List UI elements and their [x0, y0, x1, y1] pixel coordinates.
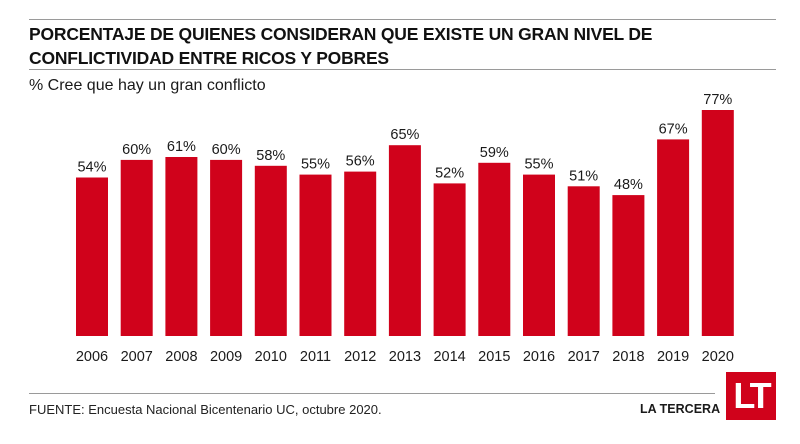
x-tick-label-2012: 2012: [344, 349, 376, 365]
x-tick-label-2018: 2018: [612, 349, 644, 365]
x-tick-label-2014: 2014: [433, 349, 465, 365]
x-tick-label-2007: 2007: [121, 349, 153, 365]
bar-2012: [344, 171, 377, 336]
value-label-2009: 60%: [212, 142, 241, 158]
x-tick-label-2006: 2006: [76, 349, 108, 365]
brand-name: LA TERCERA: [640, 402, 721, 416]
value-label-2018: 48%: [614, 177, 643, 193]
bar-2015: [478, 162, 511, 336]
x-tick-label-2016: 2016: [523, 349, 555, 365]
title-rule: [29, 69, 776, 70]
bar-2020: [701, 110, 734, 336]
x-tick-label-2009: 2009: [210, 349, 242, 365]
x-tick-label-2020: 2020: [702, 349, 734, 365]
x-tick-label-2008: 2008: [165, 349, 197, 365]
x-tick-label-2015: 2015: [478, 349, 510, 365]
chart-subtitle: % Cree que hay un gran conflicto: [29, 77, 266, 94]
value-labels-group: 54% 60% 61% 60% 58% 55% 56% 65% 52% 59% 55% 51% 48% 6…: [77, 92, 732, 193]
bar-2011: [299, 174, 332, 336]
bar-2019: [657, 139, 690, 336]
bar-2017: [567, 186, 600, 336]
value-label-2012: 56%: [346, 154, 375, 170]
bar-2008: [165, 157, 198, 336]
bar-2009: [210, 159, 243, 336]
value-label-2013: 65%: [390, 127, 419, 143]
la-tercera-logo-icon: LT: [726, 372, 776, 420]
value-label-2019: 67%: [659, 121, 688, 137]
value-label-2010: 58%: [256, 148, 285, 164]
value-label-2011: 55%: [301, 157, 330, 173]
bar-2014: [433, 183, 466, 336]
value-label-2015: 59%: [480, 145, 509, 161]
bar-2010: [254, 165, 287, 336]
value-label-2017: 51%: [569, 168, 598, 184]
value-label-2016: 55%: [524, 157, 553, 173]
footer-rule: [29, 393, 715, 394]
x-tick-label-2019: 2019: [657, 349, 689, 365]
bar-2018: [612, 195, 645, 336]
chart-title: PORCENTAJE DE QUIENES CONSIDERAN QUE EXI…: [29, 24, 653, 68]
bars-group: [76, 110, 734, 336]
value-label-2020: 77%: [703, 92, 732, 108]
x-tick-label-2017: 2017: [568, 349, 600, 365]
bar-2016: [523, 174, 555, 336]
value-label-2014: 52%: [435, 165, 464, 181]
value-label-2008: 61%: [167, 139, 196, 155]
x-tick-label-2010: 2010: [255, 349, 287, 365]
bar-2013: [388, 145, 421, 336]
top-rule: [29, 19, 776, 20]
source-note: FUENTE: Encuesta Nacional Bicentenario U…: [29, 402, 382, 417]
bar-2007: [120, 159, 153, 336]
value-label-2006: 54%: [77, 160, 106, 176]
value-label-2007: 60%: [122, 142, 151, 158]
bar-2006: [76, 177, 108, 336]
x-tick-label-2011: 2011: [300, 349, 331, 365]
x-tick-labels-group: 2006 2007 2008 2009 2010 2011 2012 2013 2014 2015…: [76, 349, 734, 365]
x-tick-label-2013: 2013: [389, 349, 421, 365]
